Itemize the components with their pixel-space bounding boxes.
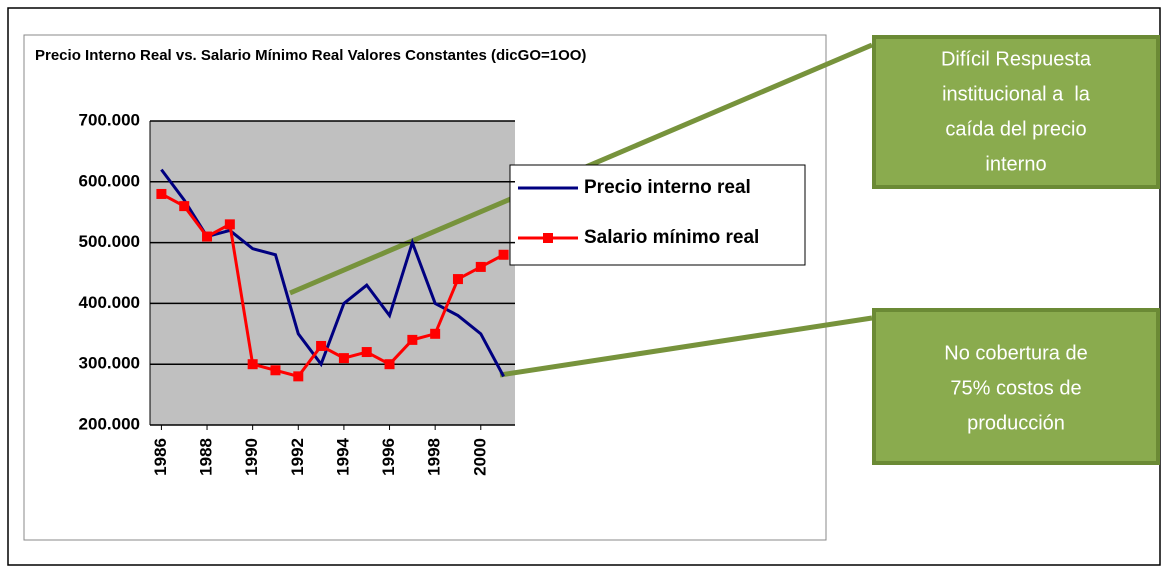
annotation-text: producción <box>967 412 1065 434</box>
y-tick-label: 500.000 <box>79 232 140 251</box>
y-tick-label: 400.000 <box>79 293 140 312</box>
x-tick-label: 1996 <box>379 438 398 476</box>
marker <box>430 328 441 339</box>
marker <box>316 340 327 351</box>
marker <box>338 353 349 364</box>
annotation-box <box>872 35 1160 189</box>
marker <box>384 359 395 370</box>
annotation-text: No cobertura de <box>944 342 1087 364</box>
legend-marker <box>543 233 553 243</box>
marker <box>452 274 463 285</box>
series-line <box>160 192 505 379</box>
annotation-text: Difícil Respuesta <box>941 48 1092 70</box>
marker <box>202 231 213 242</box>
legend-label: Salario mínimo real <box>584 227 759 248</box>
x-tick-label: 1988 <box>197 438 216 476</box>
marker <box>498 249 509 260</box>
marker <box>407 334 418 345</box>
x-tick-label: 1990 <box>242 438 261 476</box>
marker <box>293 371 304 382</box>
y-tick-label: 600.000 <box>79 171 140 190</box>
x-tick-label: 1986 <box>151 438 170 476</box>
marker <box>247 359 258 370</box>
chart-title: Precio Interno Real vs. Salario Mínimo R… <box>35 47 586 64</box>
y-tick-label: 300.000 <box>79 354 140 373</box>
marker <box>475 261 486 272</box>
x-tick-label: 1992 <box>288 438 307 476</box>
marker <box>270 365 281 376</box>
annotation-text: interno <box>985 153 1046 175</box>
x-tick-label: 1998 <box>425 438 444 476</box>
marker <box>361 347 372 358</box>
annotation-text: 75% costos de <box>950 377 1081 399</box>
y-tick-label: 700.000 <box>79 110 140 129</box>
annotation-box <box>872 308 1160 465</box>
marker <box>156 188 167 199</box>
marker <box>179 201 190 212</box>
x-tick-label: 2000 <box>470 438 489 476</box>
legend-box <box>509 164 806 266</box>
y-tick-label: 200.000 <box>79 414 140 433</box>
x-tick-label: 1994 <box>333 437 352 475</box>
marker <box>224 219 235 230</box>
annotation-text: institucional a la <box>942 83 1091 105</box>
callout-line <box>499 315 873 378</box>
annotation-text: caída del precio <box>945 118 1086 140</box>
legend-label: Precio interno real <box>584 177 751 198</box>
